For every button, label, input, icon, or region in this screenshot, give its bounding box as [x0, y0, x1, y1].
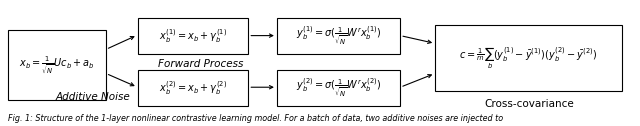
FancyBboxPatch shape — [138, 70, 248, 106]
Text: Fig. 1: Structure of the 1-layer nonlinear contrastive learning model. For a bat: Fig. 1: Structure of the 1-layer nonline… — [8, 114, 503, 123]
Text: $x_b^{(2)} = x_b + \gamma_b^{(2)}$: $x_b^{(2)} = x_b + \gamma_b^{(2)}$ — [159, 79, 227, 97]
Text: $x_b^{(1)} = x_b + \gamma_b^{(1)}$: $x_b^{(1)} = x_b + \gamma_b^{(1)}$ — [159, 27, 227, 45]
FancyBboxPatch shape — [277, 70, 400, 106]
FancyBboxPatch shape — [435, 25, 622, 91]
Text: $y_b^{(1)} = \sigma(\frac{1}{\sqrt{N}} W^r x_b^{(1)})$: $y_b^{(1)} = \sigma(\frac{1}{\sqrt{N}} W… — [296, 25, 381, 47]
FancyBboxPatch shape — [8, 30, 106, 100]
Text: Forward Process: Forward Process — [158, 59, 243, 69]
Text: Additive Noise: Additive Noise — [56, 92, 131, 102]
FancyBboxPatch shape — [277, 18, 400, 54]
Text: $x_b = \frac{1}{\sqrt{N}} U c_b + a_b$: $x_b = \frac{1}{\sqrt{N}} U c_b + a_b$ — [19, 54, 95, 76]
Text: Cross-covariance: Cross-covariance — [484, 99, 573, 109]
FancyBboxPatch shape — [138, 18, 248, 54]
Text: $c = \frac{1}{m}\sum_b (y_b^{(1)} - \bar{y}^{(1)})(y_b^{(2)} - \bar{y}^{(2)})$: $c = \frac{1}{m}\sum_b (y_b^{(1)} - \bar… — [460, 46, 598, 71]
Text: $y_b^{(2)} = \sigma(\frac{1}{\sqrt{N}} W^r x_b^{(2)})$: $y_b^{(2)} = \sigma(\frac{1}{\sqrt{N}} W… — [296, 77, 381, 99]
